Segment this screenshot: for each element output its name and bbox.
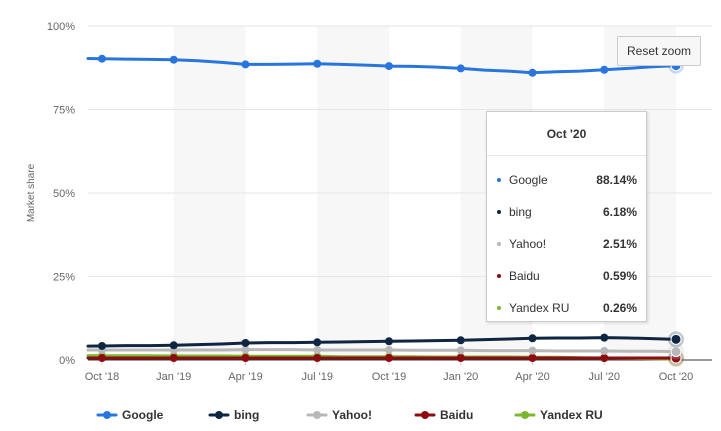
tooltip-value: 0.59% [602, 269, 637, 283]
data-point [385, 353, 393, 362]
x-tick-label: Apr '20 [515, 371, 550, 383]
tooltip-dot [497, 178, 501, 182]
tooltip-value: 6.18% [602, 205, 637, 219]
x-tick-label: Jan '20 [443, 371, 478, 383]
data-point [98, 353, 106, 362]
data-point [241, 353, 250, 362]
data-point [169, 353, 178, 362]
x-tick-label: Jul '19 [302, 371, 333, 383]
data-point [169, 341, 178, 350]
tooltip-value: 88.14% [596, 173, 637, 187]
hover-point [670, 333, 682, 345]
legend-item[interactable]: Baidu [414, 408, 473, 422]
series-line [86, 336, 678, 348]
data-point [456, 336, 465, 345]
data-point [528, 353, 537, 362]
tooltip-dot [497, 306, 501, 310]
y-axis-title: Market share [26, 163, 37, 222]
legend-marker [421, 411, 429, 419]
data-point [600, 353, 609, 362]
legend-item[interactable]: bing [208, 408, 259, 422]
series-bing [86, 331, 684, 350]
data-point [241, 60, 250, 69]
x-tick-label: Jul '20 [589, 371, 620, 383]
tooltip-series-name: Baidu [509, 269, 540, 283]
y-tick-label: 25% [53, 272, 75, 284]
data-point [528, 68, 537, 77]
tooltip-value: 0.26% [602, 301, 637, 315]
legend-marker [103, 411, 111, 419]
tooltip-series-name: bing [509, 205, 532, 219]
tooltip-row: bing 6.18% [487, 202, 646, 222]
tooltip-row: Yahoo! 2.51% [487, 234, 646, 254]
y-tick-label: 0% [59, 355, 75, 367]
tooltip-series-name: Yahoo! [509, 237, 547, 251]
x-tick-label: Oct '18 [85, 371, 120, 383]
data-point [528, 334, 537, 343]
legend-marker [215, 411, 223, 419]
data-point [385, 62, 393, 71]
y-tick-label: 100% [47, 21, 75, 33]
data-point [313, 345, 322, 354]
data-point [313, 338, 322, 347]
data-point [600, 333, 609, 342]
x-axis: Oct '18 Jan '19 Apr '19 Jul '19 Oct '19 Jan '… [85, 360, 694, 383]
legend-label: Baidu [440, 408, 473, 422]
x-tick-label: Jan '19 [156, 371, 191, 383]
hover-point [670, 346, 682, 358]
legend-label: Google [122, 408, 164, 422]
y-tick-label: 75% [53, 105, 75, 117]
data-point [528, 346, 537, 355]
tooltip-row: Google 88.14% [487, 170, 646, 190]
data-point [456, 353, 465, 362]
legend-item[interactable]: Yahoo! [306, 408, 372, 422]
legend-item[interactable]: Yandex RU [514, 408, 603, 422]
tooltip-series-name: Yandex RU [509, 301, 570, 315]
data-point [169, 55, 178, 64]
data-point [456, 346, 465, 355]
x-tick-label: Oct '19 [372, 371, 407, 383]
legend: Google bing Yahoo! Baidu Yandex RU [96, 408, 603, 422]
tooltip-dot [497, 210, 501, 214]
data-point [600, 65, 609, 74]
data-point [313, 353, 322, 362]
tooltip-row: Baidu 0.59% [487, 266, 646, 286]
data-point [241, 345, 250, 354]
series-yahoo- [86, 343, 684, 360]
y-tick-label: 50% [53, 188, 75, 200]
data-point [98, 54, 106, 63]
x-tick-label: Oct '20 [659, 371, 694, 383]
tooltip-value: 2.51% [602, 237, 637, 251]
series-line [86, 348, 678, 354]
reset-zoom-button[interactable]: Reset zoom [617, 36, 701, 66]
tooltip-dot [497, 242, 501, 246]
legend-label: bing [234, 408, 259, 422]
tooltip-title: Oct '20 [487, 112, 646, 156]
data-point [456, 64, 465, 73]
series-line [86, 57, 678, 75]
data-point [98, 341, 106, 350]
x-tick-label: Apr '19 [228, 371, 263, 383]
tooltip-series-name: Google [509, 173, 548, 187]
data-point [600, 346, 609, 355]
data-point [385, 337, 393, 346]
tooltip: Oct '20 Google 88.14% bing 6.18% Yahoo! 2.51%… [486, 111, 647, 322]
data-point [385, 345, 393, 354]
legend-label: Yandex RU [540, 408, 603, 422]
legend-marker [313, 411, 321, 419]
legend-item[interactable]: Google [96, 408, 164, 422]
legend-label: Yahoo! [332, 408, 372, 422]
legend-marker [521, 411, 529, 419]
tooltip-row: Yandex RU 0.26% [487, 298, 646, 318]
data-point [313, 59, 322, 68]
data-point [241, 338, 250, 347]
tooltip-dot [497, 274, 501, 278]
y-axis: 0% 25% 50% 75% 100% [47, 21, 75, 367]
